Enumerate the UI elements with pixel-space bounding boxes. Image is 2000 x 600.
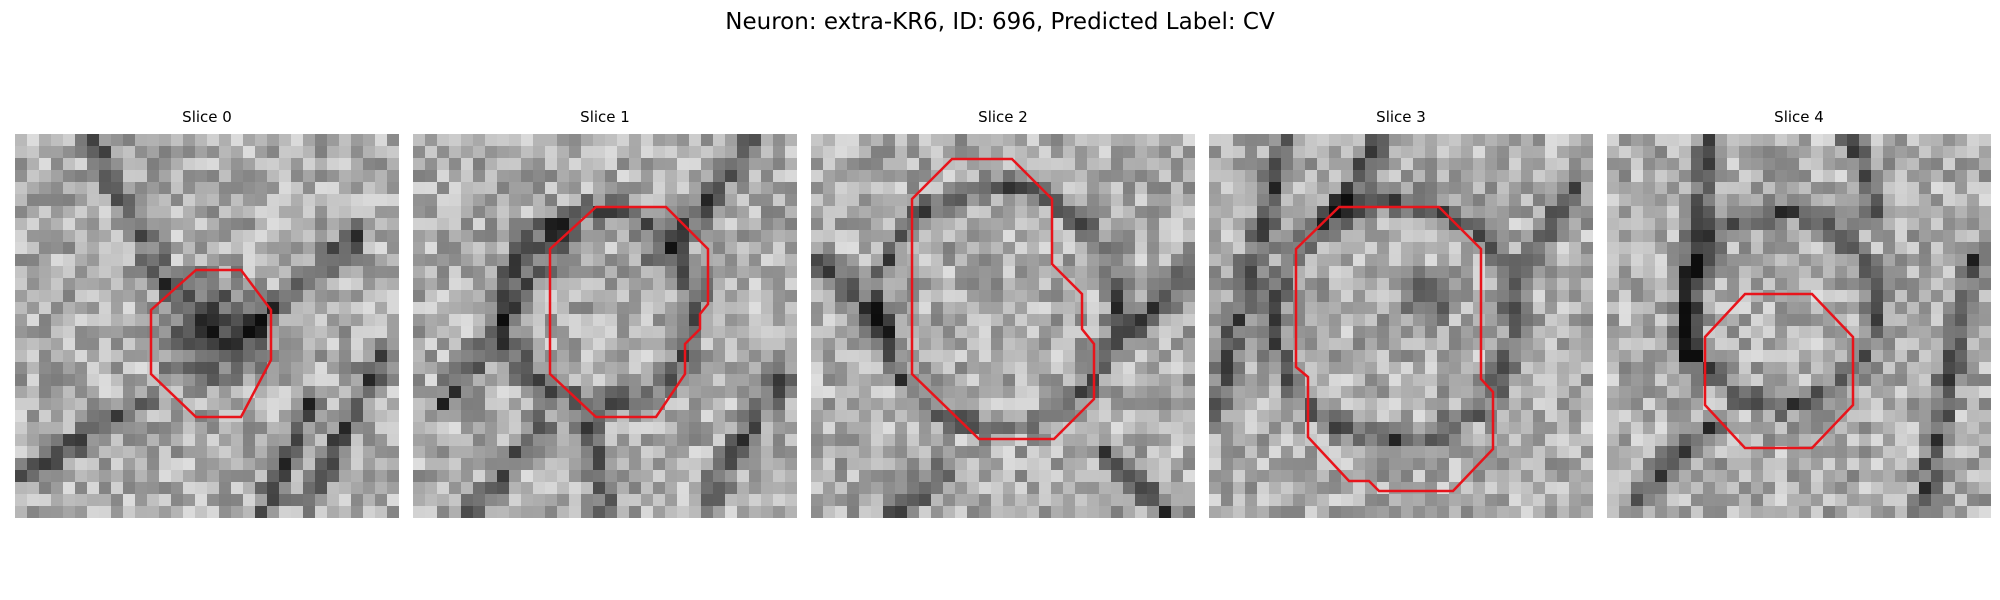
slice-title-4: Slice 4 bbox=[1774, 108, 1824, 126]
slice-pixels-4 bbox=[1607, 134, 1991, 518]
slice-title-3: Slice 3 bbox=[1376, 108, 1426, 126]
cell-contour-1 bbox=[548, 205, 710, 419]
cell-contour-0 bbox=[149, 268, 273, 419]
cell-contour-2 bbox=[910, 157, 1096, 441]
figure-title: Neuron: extra-KR6, ID: 696, Predicted La… bbox=[725, 9, 1275, 35]
cell-contour-3 bbox=[1294, 205, 1495, 493]
slice-image-3 bbox=[1209, 134, 1593, 518]
slice-image-4 bbox=[1607, 134, 1991, 518]
slice-title-2: Slice 2 bbox=[978, 108, 1028, 126]
slice-pixels-1 bbox=[413, 134, 797, 518]
slice-pixels-3 bbox=[1209, 134, 1593, 518]
slice-image-0 bbox=[15, 134, 399, 518]
slice-image-1 bbox=[413, 134, 797, 518]
slice-pixels-2 bbox=[811, 134, 1195, 518]
slice-image-2 bbox=[811, 134, 1195, 518]
slice-pixels-0 bbox=[15, 134, 399, 518]
slice-title-1: Slice 1 bbox=[580, 108, 630, 126]
slice-title-0: Slice 0 bbox=[182, 108, 232, 126]
cell-contour-4 bbox=[1703, 292, 1855, 450]
